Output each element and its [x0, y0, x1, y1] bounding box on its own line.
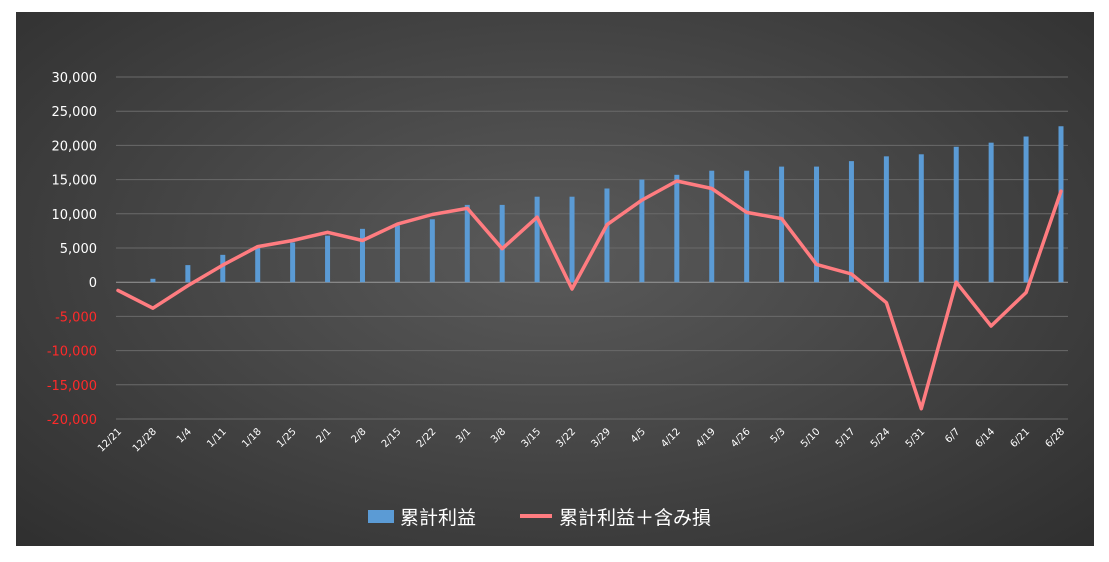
bar [150, 278, 156, 283]
x-tick-label: 5/31 [904, 426, 928, 450]
y-tick-label: -10,000 [47, 345, 97, 360]
bar [953, 146, 959, 283]
bar [883, 156, 889, 283]
bar [394, 225, 400, 283]
bar [1058, 126, 1064, 283]
bar [988, 142, 994, 283]
y-axis-ticks: 30,000 25,000 20,000 15,000 10,000 5,000 0 -5,0… [47, 71, 97, 428]
bar [185, 265, 191, 283]
x-tick-label: 3/1 [454, 426, 473, 445]
x-tick-label: 3/29 [589, 426, 613, 450]
bar [569, 196, 575, 283]
series-line [116, 179, 1063, 411]
y-tick-label: -15,000 [47, 379, 97, 394]
bar [674, 174, 680, 283]
x-tick-label: 5/10 [799, 426, 823, 450]
bar [499, 204, 505, 283]
bar-series [150, 126, 1064, 283]
x-tick-label: 4/26 [729, 426, 753, 450]
x-tick-label: 5/24 [869, 426, 893, 450]
x-tick-label: 6/28 [1043, 426, 1067, 450]
legend-bar-swatch [368, 510, 394, 523]
bar [848, 161, 854, 283]
y-tick-label: 0 [89, 276, 97, 291]
bar [779, 166, 785, 283]
y-tick-label: -5,000 [55, 310, 97, 325]
legend-bar-label: 累計利益 [400, 507, 476, 529]
x-tick-label: 4/12 [659, 426, 683, 450]
y-tick-label: 30,000 [52, 71, 98, 86]
x-tick-label: 2/1 [315, 426, 334, 445]
y-tick-label: 15,000 [52, 174, 98, 189]
x-tick-label: 4/19 [694, 426, 718, 450]
bar [429, 219, 435, 283]
bar [464, 204, 470, 283]
x-tick-label: 3/15 [520, 426, 544, 450]
bar [290, 242, 296, 283]
y-tick-label: 5,000 [60, 242, 97, 257]
y-tick-label: 25,000 [52, 105, 98, 120]
x-tick-label: 3/8 [489, 426, 508, 445]
x-tick-label: 5/17 [834, 426, 858, 450]
x-tick-label: 12/28 [131, 426, 159, 454]
y-tick-label: -20,000 [47, 413, 97, 428]
legend: 累計利益 累計利益＋含み損 [368, 507, 711, 529]
bar [325, 235, 331, 283]
x-tick-label: 2/15 [380, 426, 404, 450]
bar [709, 170, 715, 283]
x-tick-label: 6/7 [943, 426, 962, 445]
y-tick-label: 20,000 [52, 139, 98, 154]
legend-line-label: 累計利益＋含み損 [559, 507, 711, 529]
bar [604, 188, 610, 283]
bar [534, 196, 540, 283]
x-tick-label: 6/14 [974, 426, 998, 450]
bar [220, 254, 226, 283]
bar [255, 248, 261, 283]
x-tick-label: 4/5 [629, 426, 648, 445]
bar [814, 166, 820, 283]
x-tick-label: 2/22 [415, 426, 439, 450]
x-tick-label: 5/3 [769, 426, 788, 445]
x-tick-label: 3/22 [554, 426, 578, 450]
chart-area: 30,000 25,000 20,000 15,000 10,000 5,000 0 -5,0… [16, 12, 1094, 546]
x-tick-label: 1/25 [275, 426, 299, 450]
chart-svg: 30,000 25,000 20,000 15,000 10,000 5,000 0 -5,0… [47, 71, 1068, 529]
x-tick-label: 1/11 [205, 426, 229, 450]
bar [744, 170, 750, 283]
x-axis-ticks: 12/21 12/28 1/4 1/11 1/18 1/25 2/1 2/8 2/15 2/22 3… [96, 426, 1067, 454]
bar [918, 154, 924, 283]
x-tick-label: 6/21 [1009, 426, 1033, 450]
y-tick-label: 10,000 [52, 208, 98, 223]
bar [1023, 136, 1029, 283]
x-tick-label: 1/4 [175, 426, 194, 445]
x-tick-label: 2/8 [349, 426, 368, 445]
line-series [116, 179, 1063, 411]
gridlines [116, 76, 1068, 420]
bar [359, 228, 365, 283]
x-tick-label: 12/21 [96, 426, 124, 454]
x-tick-label: 1/18 [240, 426, 264, 450]
bar [639, 179, 645, 283]
